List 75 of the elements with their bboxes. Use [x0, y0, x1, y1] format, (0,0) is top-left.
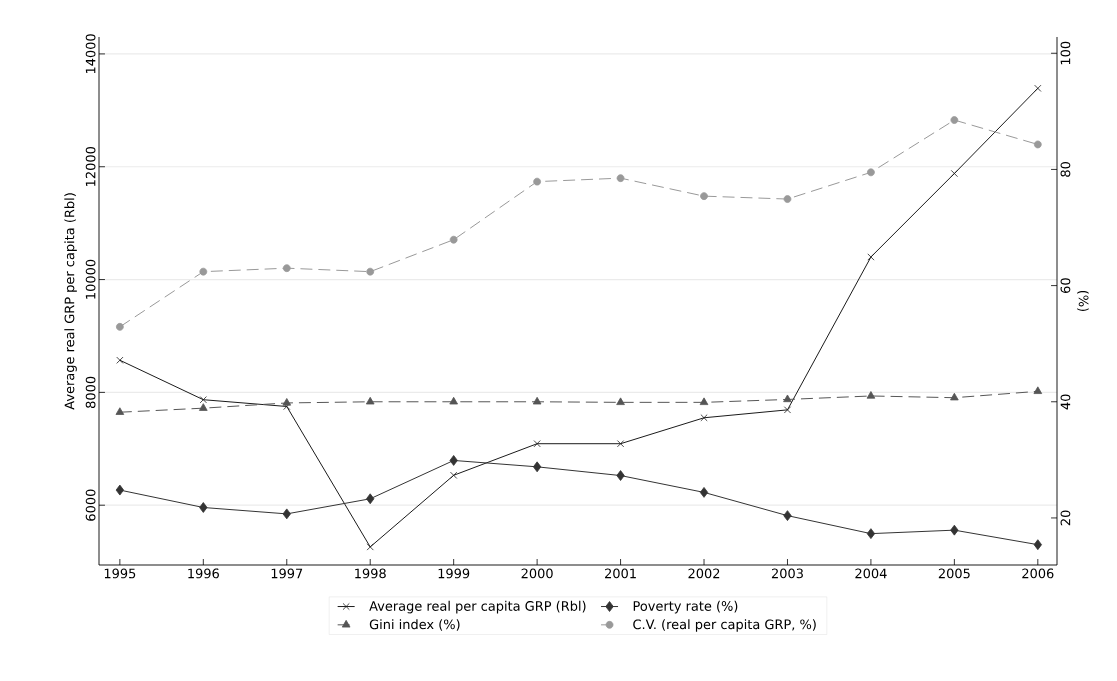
x-tick-label: 1999: [438, 568, 470, 579]
x-tick-label: 1995: [104, 568, 136, 579]
point: [783, 195, 792, 203]
point: [1033, 539, 1042, 551]
x-tick-label: 2001: [605, 568, 636, 579]
x-tick-label: 2000: [521, 568, 553, 579]
point: [366, 267, 375, 276]
x-tick-label: 1997: [271, 568, 303, 579]
point: [700, 192, 708, 201]
point: [783, 510, 792, 522]
y-tick-label: 8000: [85, 376, 96, 408]
point: [783, 406, 792, 414]
point: [365, 396, 375, 405]
y2-tick-label: 60: [1060, 278, 1071, 293]
point: [950, 116, 959, 124]
y-tick-label: 12000: [85, 147, 96, 186]
y-tick-label: 6000: [85, 489, 96, 521]
y-axis-title: Average real GRP per capita (Rbl): [64, 193, 77, 410]
point: [950, 392, 959, 401]
y2-tick-label: 80: [1060, 162, 1071, 177]
legend-label: C.V. (real per capita GRP, %): [633, 619, 816, 632]
point: [450, 471, 458, 479]
point: [533, 440, 541, 448]
point: [866, 391, 876, 399]
y-tick-label: 10000: [85, 259, 96, 299]
point: [1034, 84, 1042, 92]
point: [783, 394, 792, 403]
point: [699, 487, 709, 498]
point: [866, 528, 876, 540]
y2-axis-title: (%): [1077, 290, 1089, 312]
x-tick-label: 1996: [188, 568, 219, 579]
point: [867, 253, 875, 261]
point: [115, 407, 125, 415]
point: [700, 414, 708, 422]
point: [616, 397, 625, 405]
point: [115, 484, 124, 496]
x-tick-label: 2003: [771, 568, 803, 579]
point: [616, 174, 625, 183]
point: [199, 403, 208, 411]
point: [1033, 386, 1043, 394]
x-tick-label: 2004: [855, 568, 887, 579]
point: [199, 267, 208, 276]
point: [282, 398, 292, 406]
y2-tick-label: 40: [1060, 394, 1071, 410]
point: [617, 440, 625, 448]
point: [533, 177, 541, 186]
point: [867, 168, 875, 177]
y2-tick-label: 20: [1060, 510, 1071, 526]
point: [532, 461, 542, 473]
legend-label: Average real per capita GRP (Rbl): [369, 600, 586, 614]
point: [950, 169, 958, 178]
point: [199, 396, 207, 404]
x-tick-label: 1998: [355, 568, 386, 579]
point: [449, 455, 458, 466]
y2-tick-label: 100: [1060, 41, 1071, 65]
y-tick-label: 14000: [85, 34, 96, 74]
point: [116, 356, 124, 364]
point: [950, 524, 959, 536]
point: [1033, 140, 1042, 149]
point: [449, 396, 458, 405]
point: [532, 396, 542, 405]
point: [366, 543, 374, 551]
legend-label: Poverty rate (%): [633, 600, 738, 614]
point: [616, 470, 625, 481]
legend-label: Gini index (%): [369, 619, 460, 631]
x-tick-label: 2002: [688, 568, 720, 579]
point: [366, 493, 375, 505]
point: [199, 502, 208, 513]
point: [449, 235, 458, 244]
x-tick-label: 2005: [938, 568, 970, 579]
point: [282, 508, 291, 520]
x-tick-label: 2006: [1022, 568, 1054, 579]
point: [282, 264, 291, 273]
point: [699, 397, 709, 405]
point: [115, 322, 124, 331]
